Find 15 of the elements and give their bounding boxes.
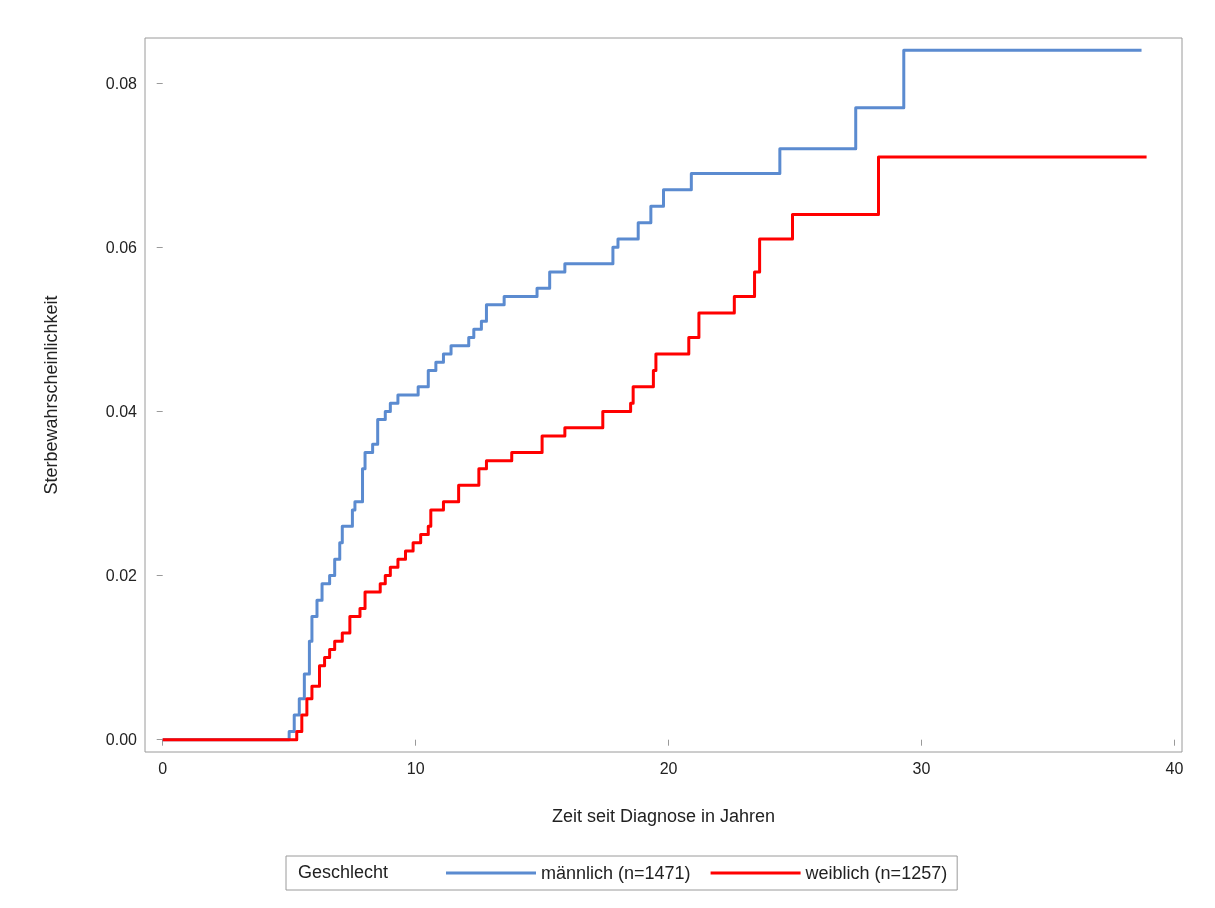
x-tick-label: 0: [158, 759, 168, 777]
y-axis-title: Sterbewahrscheinlichkeit: [41, 295, 61, 495]
x-tick-label: 30: [912, 759, 931, 777]
y-tick-label: 0.02: [105, 567, 138, 585]
x-tick-label: 10: [406, 759, 425, 777]
y-tick-label: 0.04: [105, 402, 138, 420]
x-tick-label: 40: [1165, 759, 1184, 777]
y-tick-label: 0.06: [105, 238, 138, 256]
legend-label: männlich (n=1471): [541, 863, 691, 883]
legend-label: weiblich (n=1257): [804, 863, 948, 883]
legend-title: Geschlecht: [298, 862, 389, 882]
y-tick-label: 0.08: [105, 74, 138, 92]
x-axis-title: Zeit seit Diagnose in Jahren: [551, 806, 776, 826]
y-tick-label: 0.00: [105, 731, 138, 749]
x-tick-label: 20: [659, 759, 678, 777]
